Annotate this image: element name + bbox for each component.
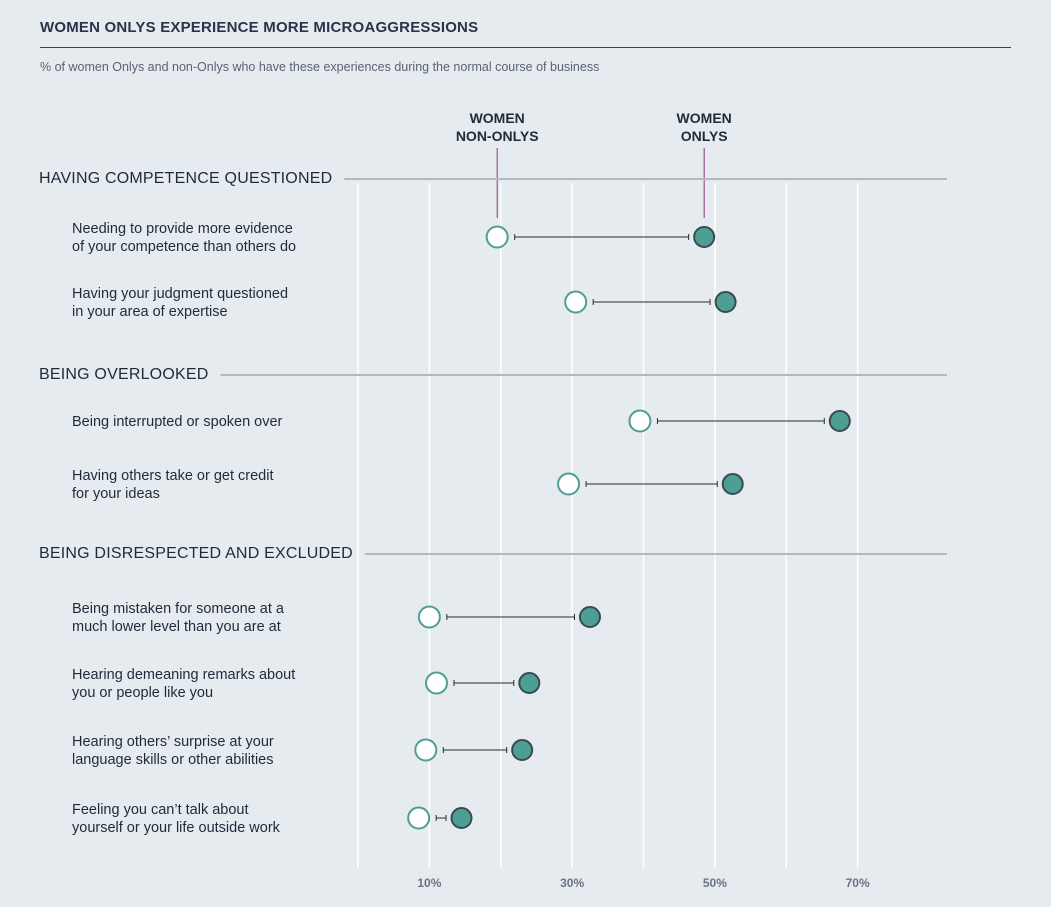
point-non-onlys — [417, 605, 441, 629]
point-onlys — [518, 672, 541, 694]
x-tick-label: 70% — [846, 876, 870, 890]
point-onlys — [721, 473, 744, 495]
x-tick-label: 10% — [417, 876, 441, 890]
point-onlys — [714, 291, 737, 313]
point-non-onlys — [414, 738, 438, 762]
section-label: BEING DISRESPECTED AND EXCLUDED — [39, 545, 353, 562]
point-non-onlys — [407, 806, 431, 830]
item-label: Hearing demeaning remarks about — [72, 667, 295, 683]
item-label: Being interrupted or spoken over — [72, 414, 283, 430]
section-label: HAVING COMPETENCE QUESTIONED — [39, 170, 332, 187]
section-label: BEING OVERLOOKED — [39, 366, 208, 383]
chart-title: WOMEN ONLYS EXPERIENCE MORE MICROAGGRESS… — [40, 19, 479, 36]
series-label-onlys: ONLYS — [681, 128, 728, 144]
chart-subtitle: % of women Onlys and non-Onlys who have … — [40, 60, 600, 74]
point-non-onlys — [628, 409, 652, 433]
item-label: Feeling you can’t talk about — [72, 802, 249, 818]
item-label: of your competence than others do — [72, 239, 296, 255]
item-label: you or people like you — [72, 685, 213, 701]
point-non-onlys — [564, 290, 588, 314]
item-label: for your ideas — [72, 486, 160, 502]
point-non-onlys — [557, 472, 581, 496]
item-label: language skills or other abilities — [72, 752, 274, 768]
x-tick-label: 50% — [703, 876, 727, 890]
item-label: Needing to provide more evidence — [72, 221, 293, 237]
point-onlys — [511, 739, 534, 761]
item-label: Having your judgment questioned — [72, 286, 288, 302]
item-label: in your area of expertise — [72, 304, 228, 320]
item-label: much lower level than you are at — [72, 619, 281, 635]
point-onlys — [693, 226, 716, 248]
item-label: Having others take or get credit — [72, 468, 274, 484]
series-label-onlys: WOMEN — [677, 110, 732, 126]
title-divider — [40, 47, 1011, 48]
point-onlys — [450, 807, 473, 829]
item-label: Being mistaken for someone at a — [72, 601, 285, 617]
point-onlys — [828, 410, 851, 432]
point-non-onlys — [485, 225, 509, 249]
item-label: Hearing others’ surprise at your — [72, 734, 274, 750]
series-label-non_onlys: NON-ONLYS — [456, 128, 539, 144]
point-non-onlys — [425, 671, 449, 695]
x-tick-label: 30% — [560, 876, 584, 890]
item-label: yourself or your life outside work — [72, 820, 281, 836]
series-label-non_onlys: WOMEN — [470, 110, 525, 126]
point-onlys — [578, 606, 601, 628]
